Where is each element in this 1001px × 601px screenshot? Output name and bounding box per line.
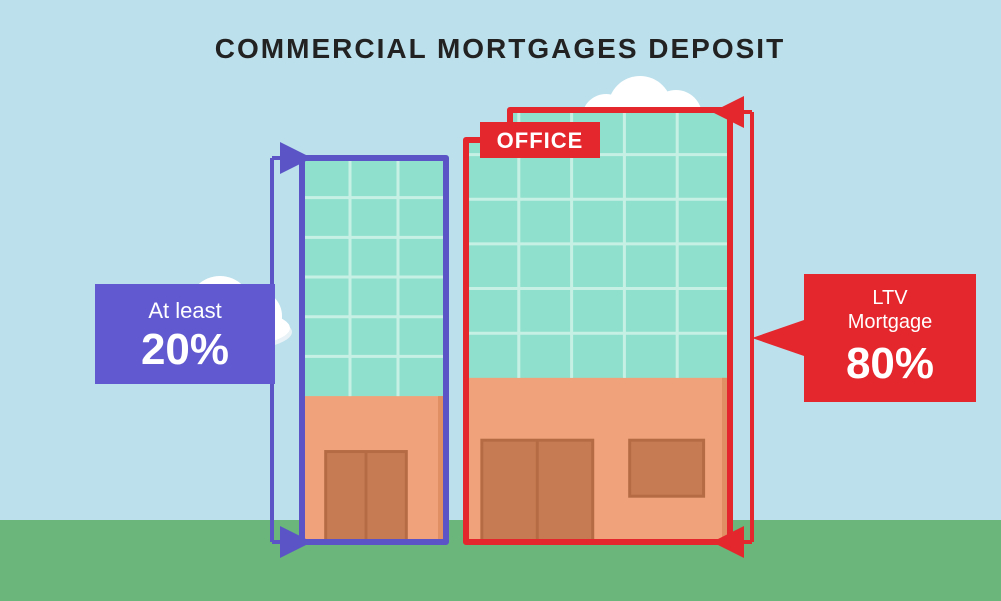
building — [302, 158, 446, 542]
svg-text:LTV: LTV — [872, 287, 908, 309]
svg-text:80%: 80% — [846, 339, 934, 388]
svg-text:At least: At least — [148, 298, 221, 323]
svg-text:20%: 20% — [141, 325, 229, 374]
building — [466, 110, 730, 542]
title: COMMERCIAL MORTGAGES DEPOSIT — [215, 33, 785, 64]
infographic-stage: COMMERCIAL MORTGAGES DEPOSIT OFFICE At lea… — [0, 0, 1001, 601]
left-label: At least20% — [95, 284, 275, 384]
office-badge: OFFICE — [480, 122, 600, 158]
svg-text:OFFICE: OFFICE — [497, 128, 584, 153]
infographic-svg: COMMERCIAL MORTGAGES DEPOSIT OFFICE At lea… — [0, 0, 1001, 601]
svg-text:Mortgage: Mortgage — [848, 311, 933, 333]
